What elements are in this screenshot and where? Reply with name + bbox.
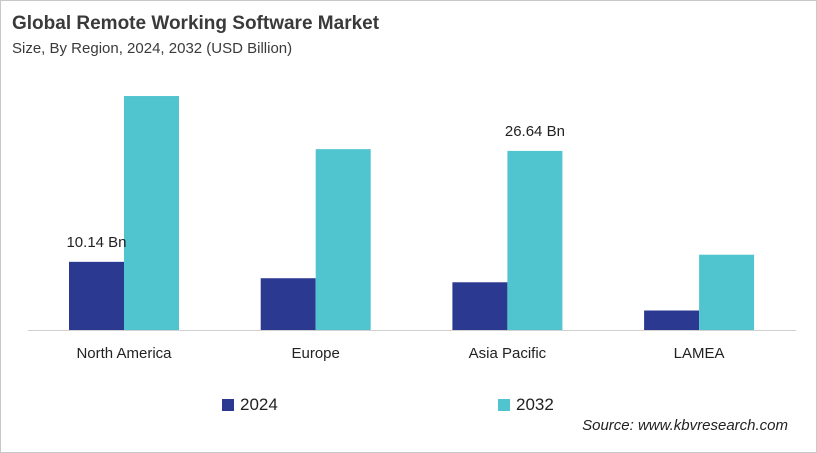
- legend-item-2032: 2032: [498, 395, 554, 415]
- bar-2024-europe: [260, 278, 316, 330]
- data-label: 10.14 Bn: [66, 234, 126, 251]
- legend-label-2032: 2032: [516, 395, 554, 414]
- chart-title: Global Remote Working Software Market: [12, 13, 380, 34]
- category-label: Asia Pacific: [469, 345, 547, 362]
- legend-item-2024: 2024: [222, 395, 278, 415]
- bar-2024-asia-pacific: [452, 282, 508, 330]
- bar-2032-north-america: [124, 96, 179, 331]
- bar-2024-north-america: [69, 261, 124, 330]
- bar-2032-europe: [315, 149, 371, 330]
- category-label: Europe: [292, 345, 340, 362]
- data-label: 26.64 Bn: [505, 123, 565, 140]
- bar-2024-lamea: [644, 310, 700, 330]
- legend-label-2024: 2024: [240, 395, 278, 414]
- legend-swatch-2024: [222, 399, 234, 411]
- source-note: Source: www.kbvresearch.com: [582, 417, 788, 434]
- bar-2032-asia-pacific: [507, 150, 563, 330]
- category-label: LAMEA: [674, 345, 725, 362]
- chart-subtitle: Size, By Region, 2024, 2032 (USD Billion…: [12, 40, 293, 57]
- category-label: North America: [76, 345, 172, 362]
- legend-swatch-2032: [498, 399, 510, 411]
- bar-2032-lamea: [699, 254, 755, 330]
